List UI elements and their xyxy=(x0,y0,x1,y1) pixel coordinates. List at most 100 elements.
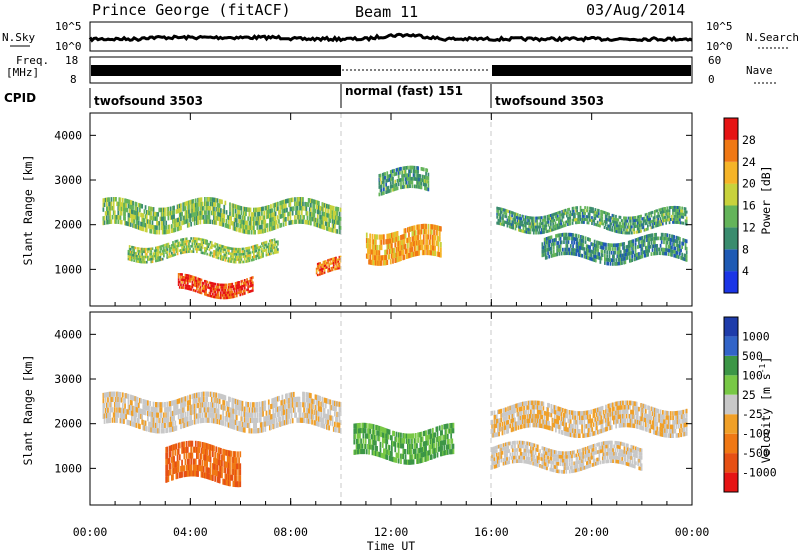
echo-cell xyxy=(190,213,193,218)
echo-cell xyxy=(421,174,424,179)
echo-cell xyxy=(210,474,213,481)
echo-cell xyxy=(255,254,258,258)
echo-cell xyxy=(314,404,317,410)
echo-cell xyxy=(233,204,236,209)
echo-cell xyxy=(188,247,190,251)
echo-cell xyxy=(199,441,202,448)
echo-cell xyxy=(313,420,316,426)
echo-cell xyxy=(199,286,202,289)
echo-cell xyxy=(143,425,146,431)
echo-cell xyxy=(655,236,657,241)
echo-cell xyxy=(626,231,629,235)
echo-cell xyxy=(222,294,225,297)
echo-cell xyxy=(192,283,195,287)
echo-cell xyxy=(503,223,505,227)
echo-cell xyxy=(213,252,215,256)
echo-cell xyxy=(202,454,205,461)
echo-cell xyxy=(667,244,670,249)
echo-cell xyxy=(319,214,321,220)
echo-cell xyxy=(601,210,604,214)
echo-cell xyxy=(551,213,553,217)
echo-cell xyxy=(133,246,136,249)
station-title: Prince George (fitACF) xyxy=(92,1,291,19)
echo-cell xyxy=(565,236,568,241)
echo-cell xyxy=(218,221,221,226)
echo-cell xyxy=(653,219,656,222)
echo-cell xyxy=(599,260,602,264)
echo-cell xyxy=(270,226,272,232)
echo-cell xyxy=(180,243,182,247)
echo-cell xyxy=(572,233,574,237)
echo-cell xyxy=(193,245,196,248)
echo-cell xyxy=(251,256,254,259)
echo-cell xyxy=(266,227,269,233)
echo-cell xyxy=(249,402,252,408)
echo-cell xyxy=(323,271,326,274)
echo-cell xyxy=(384,260,386,266)
echo-cell xyxy=(637,227,640,231)
echo-cell xyxy=(267,250,270,254)
echo-cell xyxy=(164,216,166,221)
echo-cell xyxy=(225,286,228,289)
echo-cell xyxy=(557,248,560,253)
echo-cell xyxy=(664,215,666,219)
echo-cell xyxy=(151,257,154,261)
echo-cell xyxy=(331,228,334,233)
echo-cell xyxy=(161,207,164,213)
echo-cell xyxy=(119,206,122,211)
echo-cell xyxy=(607,227,609,231)
echo-cell xyxy=(240,290,243,294)
echo-cell xyxy=(220,465,222,472)
echo-cell xyxy=(619,254,622,258)
echo-cell xyxy=(169,451,172,458)
echo-cell xyxy=(573,237,576,241)
echo-cell xyxy=(608,215,610,219)
echo-cell xyxy=(199,288,202,292)
echo-cell xyxy=(394,179,397,184)
echo-cell xyxy=(158,207,161,213)
echo-cell xyxy=(199,248,202,252)
echo-cell xyxy=(580,238,582,243)
echo-cell xyxy=(242,289,245,293)
echo-cell xyxy=(594,247,597,252)
echo-cell xyxy=(158,423,161,429)
echo-cell xyxy=(335,215,337,220)
echo-cell xyxy=(196,216,198,221)
echo-cell xyxy=(239,475,242,482)
echo-cell xyxy=(413,235,416,241)
echo-cell xyxy=(303,397,305,403)
echo-cell xyxy=(294,412,296,418)
echo-cell xyxy=(650,237,653,241)
echo-cell xyxy=(163,252,165,255)
echo-cell xyxy=(397,235,400,241)
echo-cell xyxy=(208,467,211,474)
echo-cell xyxy=(574,252,577,256)
echo-cell xyxy=(326,424,328,430)
echo-cell xyxy=(181,407,183,414)
echo-cell xyxy=(641,223,644,227)
echo-cell xyxy=(255,257,258,261)
echo-cell xyxy=(417,166,419,170)
echo-cell xyxy=(581,253,584,258)
echo-cell xyxy=(155,428,157,434)
echo-cell xyxy=(235,292,238,295)
echo-cell xyxy=(543,249,546,253)
echo-cell xyxy=(197,392,199,398)
echo-cell xyxy=(287,216,289,221)
echo-cell xyxy=(221,213,223,218)
echo-cell xyxy=(234,282,237,285)
echo-cell xyxy=(299,205,302,211)
echo-cell xyxy=(139,397,141,404)
echo-cell xyxy=(601,249,604,254)
echo-cell xyxy=(109,206,112,211)
echo-cell xyxy=(225,461,228,468)
echo-cell xyxy=(262,401,264,407)
echo-cell xyxy=(287,408,289,414)
echo-cell xyxy=(258,211,261,217)
echo-cell xyxy=(665,248,668,252)
echo-cell xyxy=(511,223,513,227)
echo-cell xyxy=(231,468,234,475)
echo-cell xyxy=(119,215,122,220)
echo-cell xyxy=(681,252,684,257)
echo-cell xyxy=(136,220,139,225)
